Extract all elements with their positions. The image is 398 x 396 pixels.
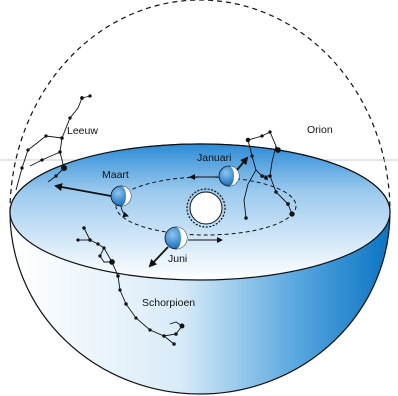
sun-icon bbox=[186, 188, 226, 228]
label-orion: Orion bbox=[307, 124, 333, 136]
earth-icon bbox=[218, 165, 240, 187]
label-march: Maart bbox=[102, 169, 129, 181]
orion-constellation bbox=[243, 130, 295, 220]
label-june: Juni bbox=[168, 253, 187, 265]
june-velocity-arrow bbox=[148, 246, 169, 268]
label-scorpius: Schorpioen bbox=[142, 297, 195, 309]
label-january: Januari bbox=[197, 152, 231, 164]
earth-icon bbox=[110, 185, 132, 207]
upper-hemisphere-outline bbox=[9, 0, 391, 213]
leo-constellation bbox=[15, 94, 92, 191]
earth-orbit bbox=[115, 176, 297, 236]
march-velocity-arrow bbox=[54, 183, 112, 197]
january-velocity-arrow bbox=[236, 156, 249, 171]
march-orbit-arrow bbox=[120, 205, 129, 218]
earth-icon bbox=[164, 226, 188, 250]
label-leo: Leeuw bbox=[67, 125, 98, 137]
scorpius-constellation bbox=[76, 226, 185, 346]
